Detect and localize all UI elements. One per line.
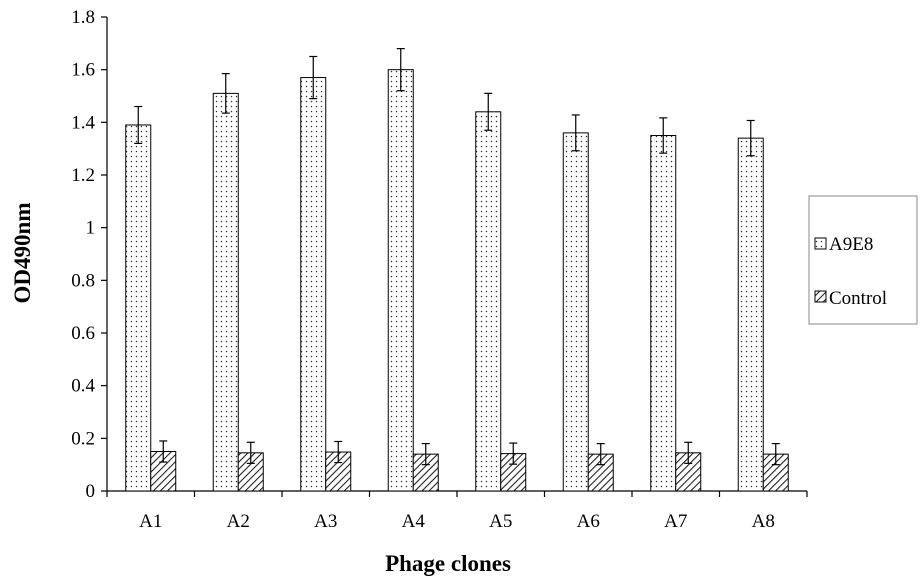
legend-swatch-a9e8 xyxy=(814,237,827,250)
bar-a9e8-a8 xyxy=(737,137,764,492)
y-tick-label: 0.4 xyxy=(71,376,95,397)
x-tick-label: A8 xyxy=(752,511,775,532)
legend-label-a9e8: A9E8 xyxy=(829,234,873,255)
legend-label-control: Control xyxy=(829,288,887,309)
x-tick-label: A2 xyxy=(227,511,250,532)
y-tick-label: 1.8 xyxy=(71,7,95,28)
bar-a9e8-a4 xyxy=(387,69,414,492)
bar-a9e8-a1 xyxy=(125,124,152,492)
x-tick-label: A6 xyxy=(577,511,600,532)
bar-a9e8-a3 xyxy=(300,77,327,492)
bar-a9e8-a7 xyxy=(650,135,677,492)
x-tick-label: A4 xyxy=(402,511,426,532)
x-tick-label: A3 xyxy=(314,511,337,532)
plot-area: 0 0.2 0.4 0.6 0.8 1 1.2 1.4 1.6 1.8 A1 A2 A3 A4 A5 A6 A7… xyxy=(71,7,808,532)
legend-box xyxy=(808,195,918,325)
y-tick-label: 1.6 xyxy=(71,60,95,81)
y-tick-label: 1 xyxy=(86,218,96,239)
y-tick-label: 0.6 xyxy=(71,323,95,344)
x-axis-title: Phage clones xyxy=(385,551,511,576)
y-axis-title: OD490nm xyxy=(10,203,35,304)
y-tick-label: 1.4 xyxy=(71,112,95,133)
y-tick-label: 1.2 xyxy=(71,165,95,186)
legend-swatch-control xyxy=(814,290,827,303)
x-tick-label: A1 xyxy=(139,511,162,532)
bar-a9e8-a2 xyxy=(212,92,239,492)
x-tick-label: A7 xyxy=(664,511,687,532)
legend: A9E8 Control xyxy=(808,195,918,325)
x-tick-label: A5 xyxy=(489,511,512,532)
y-tick-label: 0.2 xyxy=(71,428,95,449)
y-tick-label: 0 xyxy=(86,481,96,502)
bar-a9e8-a5 xyxy=(475,111,502,492)
bar-a9e8-a6 xyxy=(562,132,589,492)
y-tick-label: 0.8 xyxy=(71,270,95,291)
